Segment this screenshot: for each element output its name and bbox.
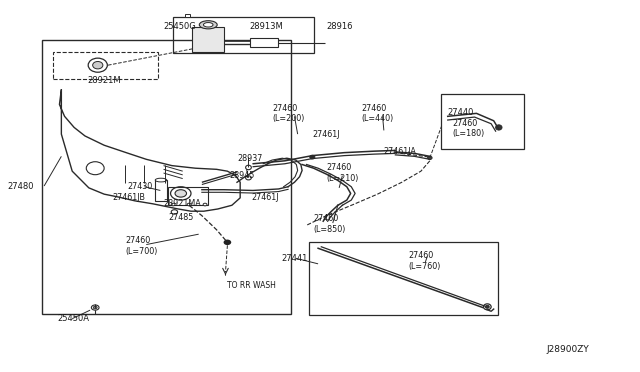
- Text: 28921M: 28921M: [87, 76, 120, 85]
- Ellipse shape: [88, 58, 108, 72]
- Text: 28913M: 28913M: [250, 22, 284, 31]
- Ellipse shape: [204, 23, 213, 27]
- Bar: [173, 17, 314, 53]
- Ellipse shape: [223, 240, 231, 245]
- Text: 27460
(L=440): 27460 (L=440): [362, 104, 394, 124]
- Ellipse shape: [156, 178, 167, 182]
- Bar: [42, 39, 291, 314]
- Ellipse shape: [187, 203, 191, 206]
- Text: 27430: 27430: [127, 182, 152, 190]
- Ellipse shape: [483, 304, 491, 310]
- Text: 27440: 27440: [448, 108, 474, 117]
- Text: 27460
(L=210): 27460 (L=210): [326, 163, 359, 183]
- Text: 27485: 27485: [168, 213, 193, 222]
- Ellipse shape: [172, 203, 175, 206]
- Ellipse shape: [171, 187, 191, 200]
- Text: 27441: 27441: [282, 254, 308, 263]
- Text: 27461J: 27461J: [312, 130, 340, 140]
- Ellipse shape: [92, 305, 99, 310]
- Bar: [53, 52, 159, 78]
- Ellipse shape: [93, 306, 97, 309]
- Bar: [184, 14, 189, 17]
- Text: 25450G: 25450G: [164, 22, 196, 31]
- Text: 28937: 28937: [237, 154, 262, 163]
- Ellipse shape: [246, 176, 252, 180]
- Text: J28900ZY: J28900ZY: [547, 345, 589, 354]
- Text: 28945: 28945: [229, 171, 255, 180]
- Text: 27480: 27480: [7, 182, 33, 190]
- Text: 27460
(L=760): 27460 (L=760): [408, 251, 440, 270]
- Text: 27460
(L=850): 27460 (L=850): [314, 214, 346, 234]
- Bar: [168, 187, 207, 205]
- Bar: [250, 38, 278, 47]
- Ellipse shape: [495, 125, 502, 130]
- Bar: [192, 27, 224, 52]
- Ellipse shape: [175, 190, 186, 197]
- Text: 27461JA: 27461JA: [384, 147, 417, 156]
- Ellipse shape: [428, 156, 432, 160]
- Bar: [309, 241, 497, 315]
- Text: 28921MA: 28921MA: [164, 199, 202, 208]
- Ellipse shape: [310, 155, 315, 159]
- Ellipse shape: [172, 210, 177, 214]
- Ellipse shape: [203, 203, 207, 206]
- Ellipse shape: [93, 61, 103, 69]
- Text: 27461J: 27461J: [252, 193, 279, 202]
- Text: 28916: 28916: [326, 22, 353, 31]
- Text: TO RR WASH: TO RR WASH: [227, 281, 276, 290]
- Ellipse shape: [86, 162, 104, 175]
- Bar: [442, 94, 524, 149]
- Text: 27461JB: 27461JB: [113, 193, 145, 202]
- Ellipse shape: [485, 305, 489, 308]
- Bar: [156, 180, 167, 201]
- Ellipse shape: [246, 165, 252, 170]
- Text: 27460
(L=180): 27460 (L=180): [453, 119, 485, 138]
- Text: 27460
(L=200): 27460 (L=200): [272, 104, 305, 124]
- Ellipse shape: [199, 21, 217, 29]
- Text: 25450A: 25450A: [57, 314, 89, 323]
- Text: 27460
(L=700): 27460 (L=700): [126, 236, 158, 256]
